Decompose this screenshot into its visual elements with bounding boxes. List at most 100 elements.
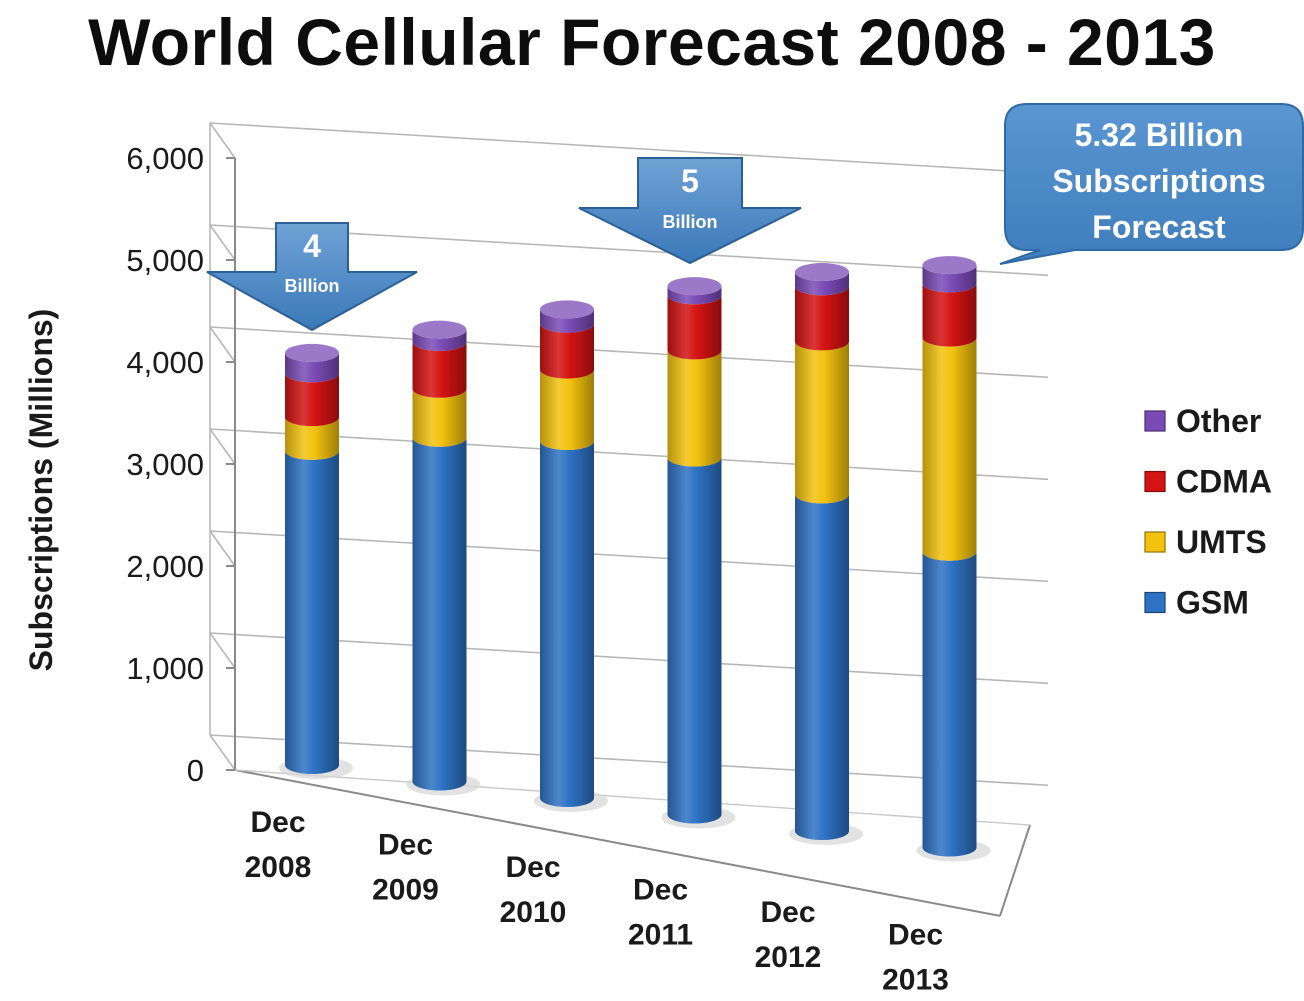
floor-edge	[999, 824, 1031, 917]
gridline	[209, 122, 1049, 175]
annotation-unit: Billion	[663, 212, 718, 232]
gridline-side	[209, 326, 236, 363]
bar-segment-umts	[667, 350, 722, 467]
callout-line: Subscriptions	[1052, 163, 1265, 199]
bar-top-cap	[412, 320, 467, 339]
callout-line: Forecast	[1092, 209, 1226, 245]
bar-segment-cdma	[795, 286, 849, 351]
legend-swatch	[1144, 470, 1166, 493]
annotation-unit: Billion	[285, 276, 340, 296]
gridline	[209, 632, 1049, 685]
legend-label: UMTS	[1176, 524, 1267, 560]
legend-label: GSM	[1176, 585, 1249, 621]
bars	[279, 256, 991, 862]
bar-segment-gsm	[540, 441, 594, 807]
axes: 0 1,000 2,000 3,000 4,000 5,000 6,000 Subscript…	[23, 141, 1031, 997]
gridline-side	[209, 734, 236, 771]
bar-stack	[406, 320, 481, 796]
bar-segment-other	[667, 286, 722, 305]
bar-stack	[279, 343, 353, 779]
x-tick-label: 2008	[245, 851, 312, 884]
bar-segment-cdma	[667, 295, 722, 360]
legend-label: Other	[1176, 403, 1261, 439]
bar-segment-other	[540, 309, 594, 333]
legend-item: GSM	[1144, 585, 1249, 621]
legend-swatch	[1144, 591, 1166, 614]
bar-segment-gsm	[922, 551, 977, 857]
x-tick-label: Dec	[378, 829, 433, 862]
bar-stack	[661, 277, 736, 829]
bar-segment-umts	[795, 341, 849, 504]
x-tick-label: 2012	[755, 941, 822, 974]
bar-top-cap	[667, 277, 722, 296]
bar-segment-gsm	[412, 437, 467, 791]
bar-top-cap	[285, 343, 339, 362]
legend-item: Other	[1144, 403, 1261, 439]
chart-title: World Cellular Forecast 2008 - 2013	[88, 5, 1216, 79]
bar-segment-umts	[922, 337, 977, 561]
x-tick-label: Dec	[760, 896, 815, 929]
y-tick-label: 0	[187, 753, 204, 788]
bar-top-cap	[922, 256, 977, 275]
legend-swatch	[1144, 531, 1166, 553]
gridline-side	[209, 122, 236, 159]
down-arrow-shape	[578, 157, 802, 265]
bar-stack	[789, 263, 863, 845]
y-tick-label: 6,000	[126, 141, 204, 176]
legend-swatch	[1144, 410, 1166, 432]
bar-segment-cdma	[412, 341, 467, 398]
gridline-side	[209, 224, 236, 261]
gridline	[209, 428, 1049, 481]
bar-segment-other	[412, 329, 467, 351]
gridline	[209, 326, 1049, 379]
y-axis-label: Subscriptions (Millions)	[23, 309, 59, 672]
bar-top-cap	[540, 300, 594, 319]
callout-line: 5.32 Billion	[1075, 117, 1244, 153]
x-tick-label: 2011	[628, 919, 693, 952]
gridline	[209, 530, 1049, 583]
y-tick-label: 2,000	[126, 549, 204, 584]
bar-segment-other	[285, 352, 339, 383]
bar-segment-gsm	[667, 457, 722, 824]
gridline	[209, 734, 1049, 787]
legend-item: CDMA	[1144, 464, 1272, 500]
down-arrow-annotation: 5 Billion	[578, 157, 802, 265]
y-tick-label: 4,000	[126, 345, 204, 380]
annotations: 4 Billion 5 Billion 5.32 Billion Subscription…	[206, 103, 1304, 332]
bar-segment-other	[795, 272, 849, 296]
x-tick-label: Dec	[250, 806, 305, 839]
bar-segment-umts	[540, 369, 594, 450]
bar-segment-gsm	[285, 450, 339, 774]
forecast-callout: 5.32 Billion Subscriptions Forecast	[999, 103, 1304, 265]
bar-segment-cdma	[922, 283, 977, 347]
gridline-side	[209, 428, 236, 465]
y-tick-label: 1,000	[126, 651, 204, 686]
bar-segment-gsm	[795, 494, 849, 840]
gridline-side	[209, 530, 236, 567]
callout-bubble	[999, 103, 1304, 265]
x-tick-label: 2009	[372, 874, 439, 907]
x-tick-label: Dec	[505, 851, 560, 884]
down-arrow-annotation: 4 Billion	[206, 222, 418, 332]
plot-grid	[209, 122, 1049, 787]
legend: Other CDMA UMTS GSM	[1144, 403, 1272, 621]
gridline-side	[209, 632, 236, 669]
bar-stack	[534, 300, 608, 812]
x-tick-label: Dec	[888, 919, 943, 952]
x-tick-label: Dec	[633, 874, 688, 907]
bar-segment-cdma	[540, 323, 594, 379]
bar-segment-umts	[285, 417, 339, 460]
x-axis-line	[234, 769, 1001, 917]
bar-segment-umts	[412, 388, 467, 447]
bar-stack	[916, 256, 991, 862]
bar-segment-cdma	[285, 373, 339, 427]
bar-segment-other	[922, 265, 977, 293]
floor-back-edge	[234, 769, 1031, 826]
down-arrow-shape	[206, 222, 418, 332]
bar-top-cap	[795, 263, 849, 282]
annotation-value: 4	[303, 228, 321, 264]
gridline	[209, 224, 1049, 277]
legend-label: CDMA	[1176, 464, 1272, 500]
y-tick-label: 5,000	[126, 243, 204, 278]
